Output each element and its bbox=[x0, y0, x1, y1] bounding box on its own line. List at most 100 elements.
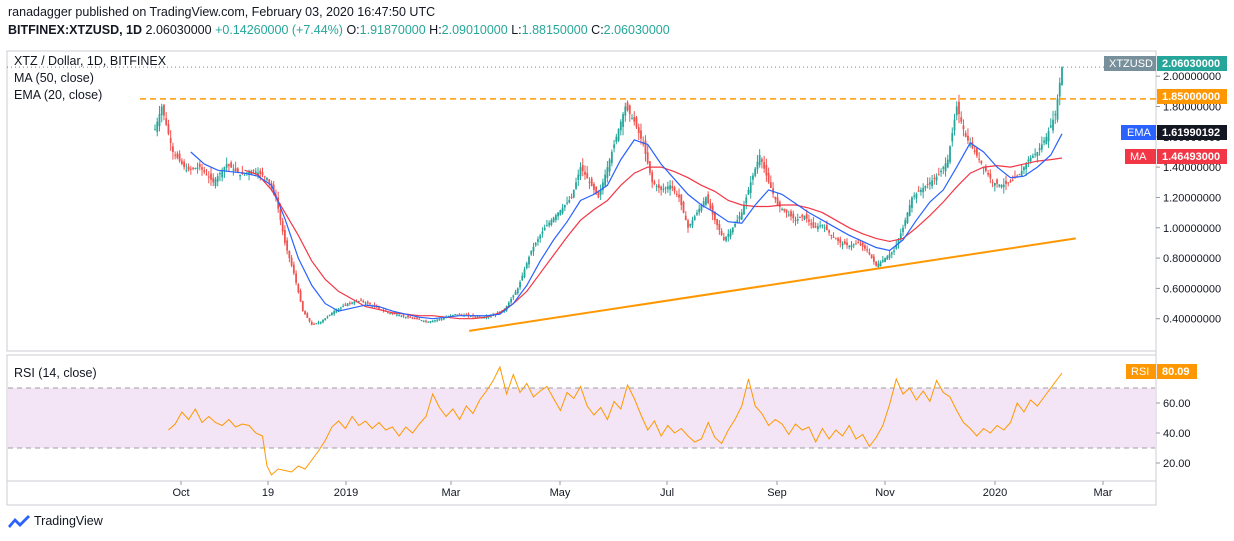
candle-body bbox=[808, 219, 810, 222]
candle-body bbox=[1005, 180, 1007, 184]
candle-body bbox=[895, 244, 898, 249]
candle-body bbox=[1031, 155, 1034, 158]
candle-body bbox=[687, 220, 689, 228]
tradingview-logo-icon bbox=[8, 515, 30, 528]
candle-body bbox=[456, 314, 459, 316]
candle-body bbox=[1052, 119, 1054, 131]
candle-body bbox=[958, 101, 960, 115]
tradingview-footer[interactable]: TradingView bbox=[8, 514, 103, 528]
candle-body bbox=[606, 167, 609, 178]
candle-body bbox=[803, 215, 806, 220]
candle-body bbox=[169, 138, 172, 143]
candle-body bbox=[855, 243, 857, 245]
candle-body bbox=[579, 167, 582, 176]
candle-body bbox=[436, 319, 439, 321]
candle-body bbox=[590, 178, 593, 187]
candle-body bbox=[684, 215, 687, 221]
candle-body bbox=[286, 240, 289, 251]
candle-body bbox=[348, 302, 351, 304]
candle-body bbox=[360, 299, 362, 301]
candle-body bbox=[664, 187, 667, 189]
candle-body bbox=[749, 182, 752, 194]
candle-body bbox=[602, 182, 604, 191]
close-value: 2.06030000 bbox=[603, 23, 670, 37]
candle-body bbox=[357, 301, 360, 303]
candle-body bbox=[534, 242, 537, 246]
candle-body bbox=[640, 130, 642, 139]
candle-body bbox=[201, 167, 203, 170]
candle-body bbox=[671, 186, 674, 189]
candle-body bbox=[1029, 157, 1032, 162]
candle-body bbox=[557, 212, 560, 217]
candle-body bbox=[973, 150, 976, 152]
rsi-tick-label: 60.00 bbox=[1163, 398, 1191, 410]
candle-body bbox=[207, 176, 210, 178]
candle-body bbox=[283, 229, 286, 243]
candle-body bbox=[848, 245, 851, 248]
price-pane-frame bbox=[6, 50, 1157, 352]
candle-body bbox=[279, 209, 282, 221]
candle-body bbox=[454, 314, 456, 316]
candle-body bbox=[595, 186, 598, 194]
candle-body bbox=[313, 323, 315, 325]
ema-legend[interactable]: EMA (20, close) bbox=[14, 88, 102, 102]
candle-body bbox=[1038, 148, 1041, 151]
candle-body bbox=[245, 172, 248, 174]
candle-body bbox=[792, 213, 795, 219]
candle-body bbox=[568, 199, 571, 203]
candle-body bbox=[978, 158, 981, 160]
candle-body bbox=[1002, 184, 1005, 188]
candle-body bbox=[651, 172, 654, 183]
candle-body bbox=[705, 197, 707, 205]
ma-badge-value: 1.46493000 bbox=[1162, 151, 1220, 163]
candle-body bbox=[761, 159, 763, 162]
candle-body bbox=[743, 205, 745, 215]
candle-body bbox=[554, 215, 557, 220]
candle-body bbox=[604, 174, 607, 186]
rsi-legend[interactable]: RSI (14, close) bbox=[14, 366, 97, 380]
candle-body bbox=[183, 161, 186, 168]
candle-body bbox=[955, 106, 958, 116]
candle-body bbox=[550, 220, 553, 225]
ma-badge: MA 1.46493000 bbox=[1125, 149, 1227, 164]
brand-name: TradingView bbox=[34, 514, 103, 528]
candle-body bbox=[660, 186, 663, 190]
candle-body bbox=[1000, 185, 1003, 188]
candle-body bbox=[913, 195, 916, 197]
candle-body bbox=[559, 210, 562, 215]
candle-body bbox=[698, 208, 701, 213]
candle-body bbox=[599, 189, 602, 195]
candle-body bbox=[1061, 67, 1063, 86]
time-tick-label: 2019 bbox=[334, 487, 358, 499]
candle-body bbox=[295, 273, 297, 283]
candle-body bbox=[924, 186, 927, 189]
candle-body bbox=[292, 264, 295, 274]
ohlc-line: BITFINEX:XTZUSD, 1D 2.06030000 +0.142600… bbox=[8, 23, 670, 37]
candle-body bbox=[416, 317, 418, 320]
candle-body bbox=[765, 165, 768, 176]
candle-body bbox=[850, 245, 853, 248]
ema-badge: EMA 1.61990192 bbox=[1121, 125, 1227, 140]
candle-body bbox=[857, 242, 860, 244]
candle-body bbox=[781, 208, 783, 210]
candle-body bbox=[841, 243, 844, 246]
candle-body bbox=[346, 303, 349, 307]
ma-legend[interactable]: MA (50, close) bbox=[14, 71, 94, 85]
candles bbox=[154, 66, 1063, 326]
candle-body bbox=[740, 212, 743, 220]
candle-body bbox=[431, 320, 434, 323]
candle-body bbox=[1043, 140, 1045, 143]
candle-body bbox=[192, 167, 194, 169]
candle-body bbox=[975, 148, 978, 156]
candle-body bbox=[398, 315, 401, 317]
candle-body bbox=[154, 129, 156, 131]
time-tick-label: 19 bbox=[262, 487, 274, 499]
candle-body bbox=[507, 302, 510, 308]
ascending-trendline[interactable] bbox=[469, 237, 1076, 332]
candle-body bbox=[566, 202, 568, 204]
open-label: O: bbox=[346, 23, 360, 37]
candle-body bbox=[821, 224, 824, 227]
candle-body bbox=[801, 215, 804, 217]
candle-body bbox=[843, 241, 846, 245]
